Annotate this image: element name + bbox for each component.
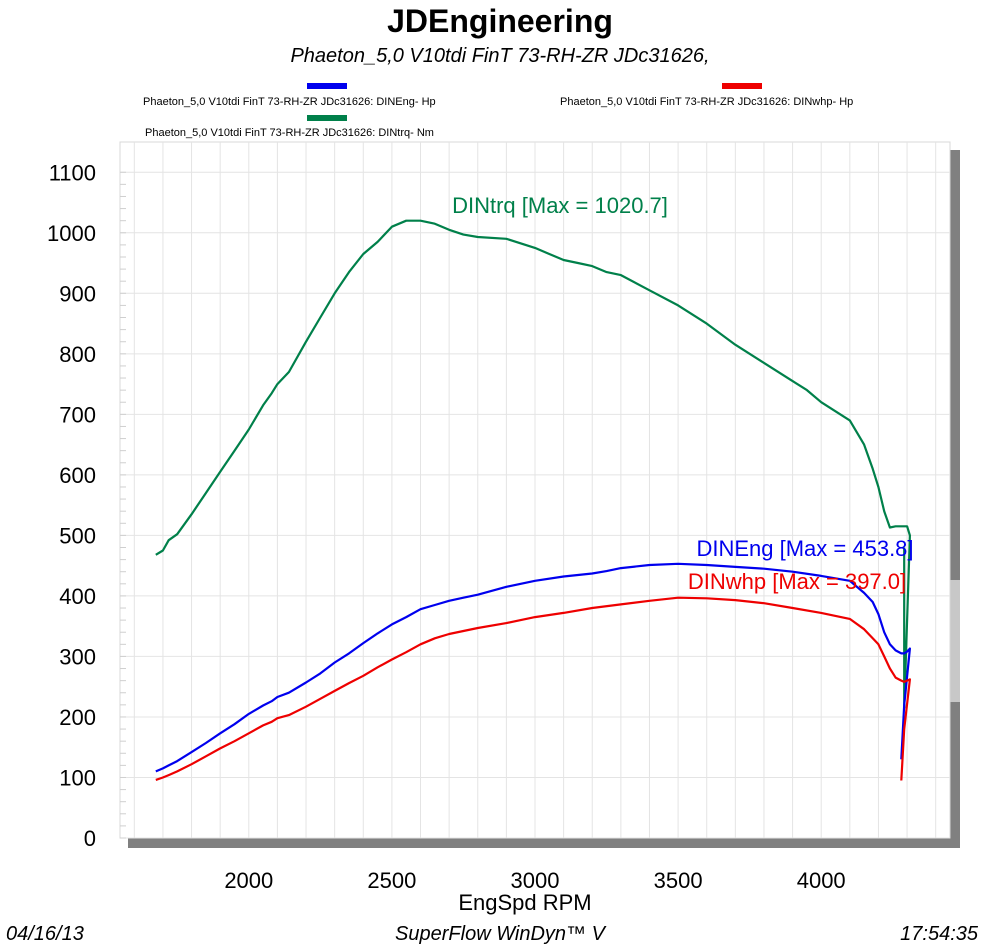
annotation-layer: DINtrq [Max = 1020.7] DINEng [Max = 453.8… (452, 193, 913, 594)
y-tick-label: 500 (59, 523, 96, 548)
legend-label-dinwhp: Phaeton_5,0 V10tdi FinT 73-RH-ZR JDc3162… (560, 96, 853, 108)
x-tick-label: 2500 (367, 868, 416, 893)
y-tick-label: 200 (59, 705, 96, 730)
series-layer (155, 219, 911, 781)
y-tick-label: 100 (59, 765, 96, 790)
y-tick-label: 800 (59, 342, 96, 367)
y-tick-label: 300 (59, 644, 96, 669)
y-tick-label: 1100 (49, 160, 96, 185)
y-tick-label: 600 (59, 463, 96, 488)
annotation-dineng: DINEng [Max = 453.8] (696, 536, 913, 561)
x-tick-label: 3000 (511, 868, 560, 893)
legend-swatch-dintrq (307, 115, 347, 121)
plot-shadow-bottom (128, 838, 960, 848)
x-tick-label: 2000 (224, 868, 273, 893)
chart-subtitle: Phaeton_5,0 V10tdi FinT 73-RH-ZR JDc3162… (290, 45, 709, 67)
x-axis-label: EngSpd RPM (458, 890, 591, 915)
legend: Phaeton_5,0 V10tdi FinT 73-RH-ZR JDc3162… (143, 83, 853, 139)
x-tick-label: 4000 (797, 868, 846, 893)
x-axis: 2000 2500 3000 3500 4000 (224, 868, 845, 893)
legend-label-dineng: Phaeton_5,0 V10tdi FinT 73-RH-ZR JDc3162… (143, 96, 436, 108)
footer-date: 04/16/13 (6, 923, 84, 945)
y-tick-label: 400 (59, 584, 96, 609)
y-axis: 0 100 200 300 400 500 600 700 800 900 1000 1100 (47, 160, 126, 851)
footer-time: 17:54:35 (900, 923, 979, 945)
legend-swatch-dinwhp (722, 83, 762, 89)
plot-shadow-highlight (950, 580, 960, 702)
footer-software: SuperFlow WinDyn™ V (395, 923, 607, 945)
y-tick-label: 1000 (47, 221, 96, 246)
series-line-dinwhp (155, 596, 911, 781)
x-tick-label: 3500 (654, 868, 703, 893)
annotation-dintrq: DINtrq [Max = 1020.7] (452, 193, 668, 218)
grid-lines (120, 142, 950, 839)
legend-swatch-dineng (307, 83, 347, 89)
series-line-dintrq (155, 219, 911, 709)
plot-area (119, 141, 960, 848)
y-tick-label: 700 (59, 402, 96, 427)
y-tick-label: 0 (84, 826, 96, 851)
plot-shadow-right (950, 150, 960, 848)
chart-title: JDEngineering (387, 3, 613, 39)
y-tick-label: 900 (59, 281, 96, 306)
legend-label-dintrq: Phaeton_5,0 V10tdi FinT 73-RH-ZR JDc3162… (145, 127, 434, 139)
annotation-dinwhp: DINwhp [Max = 397.0] (688, 569, 906, 594)
series-line-dineng (155, 562, 911, 773)
